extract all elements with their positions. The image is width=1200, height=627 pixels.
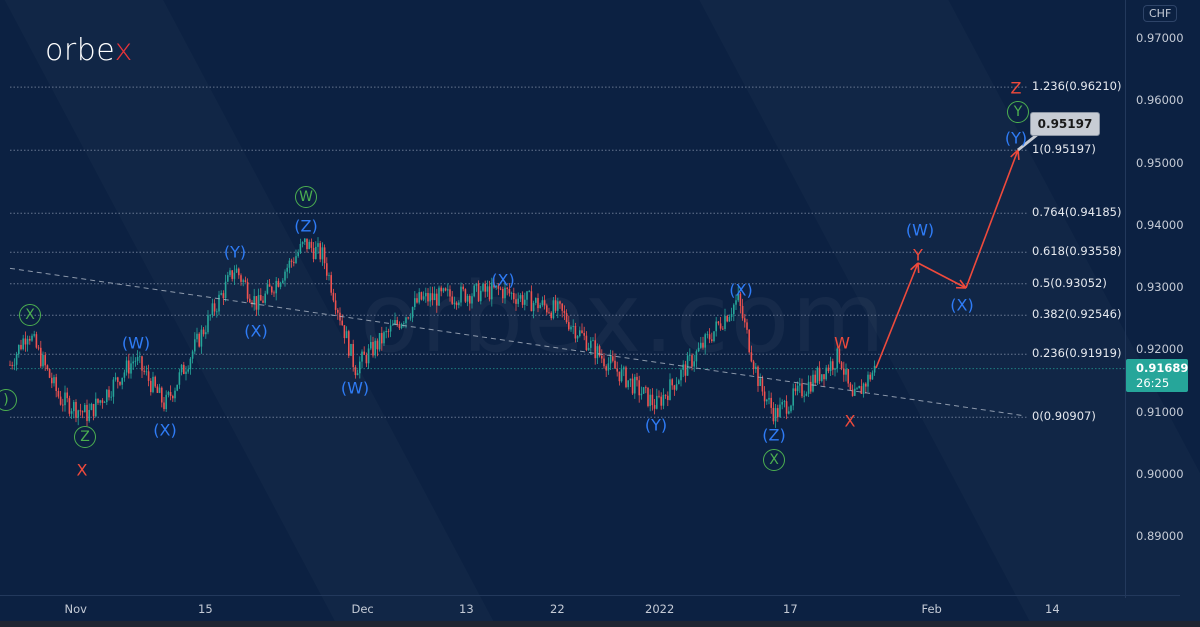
time-axis[interactable] [0, 595, 1180, 596]
price-tick: 0.92000 [1136, 342, 1184, 357]
price-axis[interactable] [1125, 0, 1200, 598]
forecast-projection [875, 132, 1039, 369]
time-tick: 17 [783, 602, 798, 616]
currency-badge[interactable]: CHF [1143, 5, 1178, 22]
wave-label: (X) [729, 280, 753, 300]
price-tick: 0.90000 [1136, 466, 1184, 481]
last-price-value: 0.91689 [1136, 361, 1189, 375]
time-tick: Nov [64, 602, 87, 616]
time-tick: 13 [459, 602, 474, 616]
time-tick: 15 [198, 602, 213, 616]
wave-label: (W) [121, 333, 151, 353]
wave-label: (X) [950, 295, 974, 315]
candlesticks [9, 237, 876, 428]
fib-level-label: 0.764(0.94185) [1032, 205, 1122, 220]
time-tick: 14 [1045, 602, 1060, 616]
wave-label: X [76, 460, 88, 480]
time-tick: Dec [351, 602, 374, 616]
fib-level-label: 0.5(0.93052) [1032, 275, 1107, 290]
wave-label: W [295, 186, 317, 208]
wave-label: ) [0, 389, 17, 411]
wave-label: (X) [244, 321, 268, 341]
wave-label: (W) [905, 220, 935, 240]
watermark: orbex.com [360, 262, 887, 374]
wave-label: Z [1010, 78, 1022, 98]
wave-label: (W) [340, 378, 370, 398]
time-tick: 2022 [645, 602, 675, 616]
price-tick: 0.94000 [1136, 217, 1184, 232]
wave-label: X [763, 449, 785, 471]
wave-label: W [834, 333, 850, 353]
price-tick: 0.93000 [1136, 280, 1184, 294]
wave-label: (X) [153, 420, 177, 440]
fib-level-label: 0.618(0.93558) [1032, 244, 1122, 259]
time-tick: Feb [921, 602, 942, 616]
wave-label: Z [74, 426, 96, 448]
fib-level-label: 0.382(0.92546) [1032, 307, 1122, 322]
price-tick: 0.97000 [1136, 31, 1184, 45]
wave-label: (Y) [1004, 128, 1028, 148]
price-tick: 0.89000 [1136, 529, 1184, 543]
fibonacci-lines [10, 86, 1125, 418]
price-tick: 0.91000 [1136, 404, 1184, 419]
bottom-bar [0, 621, 1200, 627]
fib-level-label: 0(0.90907) [1032, 409, 1096, 424]
wave-label: (Y) [644, 415, 668, 435]
time-tick: 22 [550, 602, 565, 616]
wave-label: (Z) [762, 425, 786, 445]
bar-countdown: 26:25 [1136, 376, 1170, 390]
wave-label: X [844, 411, 856, 431]
fib-level-label: 0.236(0.91919) [1032, 346, 1122, 361]
wave-label: Y [913, 245, 923, 265]
orbex-logo: orbex [45, 33, 133, 68]
price-tick: 0.95000 [1136, 155, 1184, 170]
wave-label: (X) [491, 270, 515, 290]
wave-label: X [19, 304, 41, 326]
wave-label: (Z) [294, 216, 318, 236]
wave-label: Y [1007, 101, 1029, 123]
price-tick: 0.96000 [1136, 93, 1184, 108]
price-callout: 0.95197 [1030, 112, 1100, 136]
last-price-badge: 0.91689 26:25 [1126, 359, 1188, 392]
fib-level-label: 1.236(0.96210) [1032, 79, 1122, 94]
fib-level-label: 1(0.95197) [1032, 142, 1096, 157]
wave-label: (Y) [223, 242, 247, 262]
